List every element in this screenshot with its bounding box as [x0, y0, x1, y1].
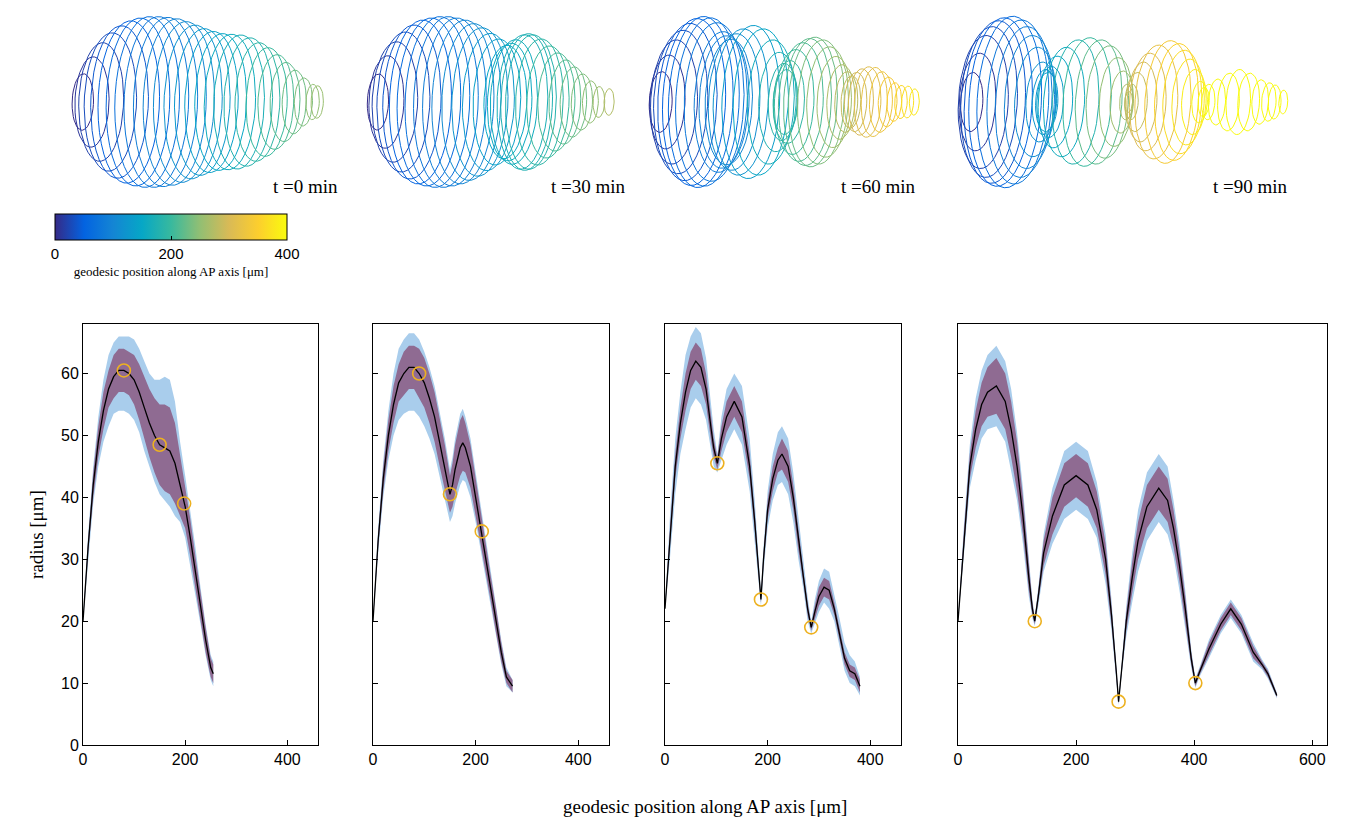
svg-text:geodesic position along AP axi: geodesic position along AP axis [μm]	[563, 796, 847, 817]
svg-text:200: 200	[462, 751, 489, 768]
svg-text:0: 0	[661, 751, 670, 768]
svg-text:400: 400	[1181, 751, 1208, 768]
svg-text:400: 400	[274, 751, 301, 768]
svg-text:radius [μm]: radius [μm]	[26, 490, 47, 579]
svg-text:0: 0	[369, 751, 378, 768]
svg-text:50: 50	[61, 427, 79, 444]
svg-text:30: 30	[61, 551, 79, 568]
svg-text:40: 40	[61, 489, 79, 506]
svg-text:0: 0	[70, 737, 79, 754]
svg-text:200: 200	[158, 245, 183, 262]
svg-text:200: 200	[172, 751, 199, 768]
svg-text:t =60 min: t =60 min	[841, 176, 916, 197]
svg-text:10: 10	[61, 675, 79, 692]
svg-text:t =90 min: t =90 min	[1213, 176, 1288, 197]
svg-text:0: 0	[79, 751, 88, 768]
svg-text:0: 0	[51, 245, 59, 262]
svg-text:600: 600	[1299, 751, 1326, 768]
svg-text:geodesic position along AP axi: geodesic position along AP axis [μm]	[74, 264, 269, 279]
svg-text:400: 400	[857, 751, 884, 768]
svg-text:20: 20	[61, 613, 79, 630]
svg-text:200: 200	[754, 751, 781, 768]
svg-text:60: 60	[61, 365, 79, 382]
svg-text:400: 400	[274, 245, 299, 262]
svg-text:t =30 min: t =30 min	[551, 176, 626, 197]
svg-text:400: 400	[565, 751, 592, 768]
svg-text:200: 200	[1063, 751, 1090, 768]
svg-text:0: 0	[954, 751, 963, 768]
svg-text:t =0 min: t =0 min	[273, 176, 338, 197]
